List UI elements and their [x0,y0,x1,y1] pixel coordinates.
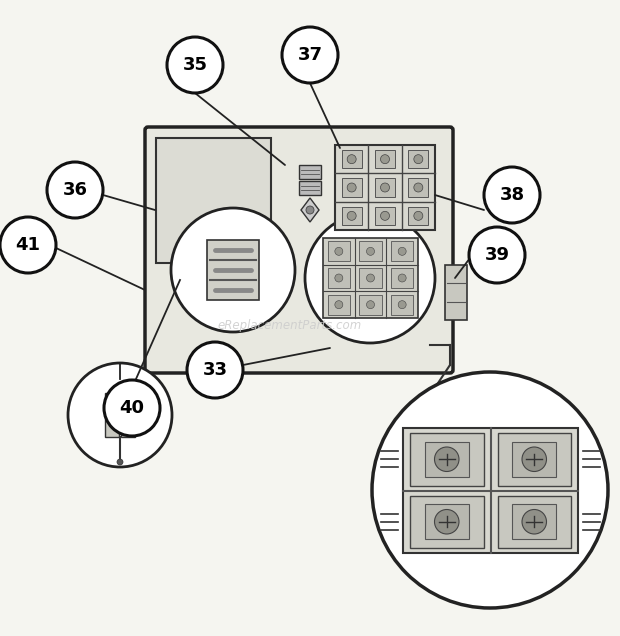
Circle shape [335,247,343,255]
Bar [375,179,395,197]
Circle shape [117,459,123,465]
Bar [425,442,469,477]
Circle shape [469,227,525,283]
Bar [403,428,578,553]
Bar [410,495,484,548]
Circle shape [0,217,56,273]
Text: 37: 37 [298,46,322,64]
Bar [497,433,571,485]
Circle shape [381,155,389,163]
Bar [425,504,469,539]
Circle shape [335,274,343,282]
Bar [342,150,361,169]
Bar [410,433,484,485]
Circle shape [347,211,356,220]
Circle shape [398,301,406,308]
Bar [409,150,428,169]
Circle shape [347,155,356,163]
Text: 33: 33 [203,361,228,379]
Bar [391,294,414,315]
Circle shape [522,509,546,534]
Bar [375,207,395,225]
Circle shape [398,247,406,255]
Bar [342,207,361,225]
Circle shape [187,342,243,398]
Circle shape [435,509,459,534]
Circle shape [366,301,374,308]
Text: 35: 35 [182,56,208,74]
Bar [299,165,321,179]
Bar [105,393,119,437]
Bar [121,393,135,437]
Text: 39: 39 [484,246,510,264]
Circle shape [335,301,343,308]
Bar [391,241,414,261]
Bar [156,138,271,263]
Bar [335,145,435,230]
Bar [497,495,571,548]
Circle shape [381,183,389,192]
Text: 41: 41 [16,236,40,254]
Polygon shape [301,198,319,222]
Bar [512,442,556,477]
Text: 40: 40 [120,399,144,417]
Bar [328,294,350,315]
Circle shape [68,363,172,467]
Bar [299,181,321,195]
Circle shape [306,206,314,214]
Circle shape [171,208,295,332]
FancyBboxPatch shape [145,127,453,373]
Text: 38: 38 [500,186,525,204]
Circle shape [366,247,374,255]
Bar [391,268,414,288]
Text: eReplacementParts.com: eReplacementParts.com [218,319,362,331]
Circle shape [398,274,406,282]
Bar [445,265,467,320]
Circle shape [347,183,356,192]
Bar [323,238,418,318]
Circle shape [484,167,540,223]
Bar [207,240,259,300]
Circle shape [522,447,546,471]
Circle shape [414,155,423,163]
Circle shape [305,213,435,343]
Circle shape [381,211,389,220]
Circle shape [167,37,223,93]
Bar [409,179,428,197]
Bar [360,241,381,261]
Bar [328,268,350,288]
Bar [342,179,361,197]
Circle shape [372,372,608,608]
Circle shape [414,183,423,192]
Bar [375,150,395,169]
Circle shape [282,27,338,83]
Circle shape [435,447,459,471]
Circle shape [414,211,423,220]
Bar [360,294,381,315]
Bar [360,268,381,288]
Bar [409,207,428,225]
Circle shape [104,380,160,436]
Circle shape [47,162,103,218]
Bar [328,241,350,261]
Bar [512,504,556,539]
Text: 36: 36 [63,181,87,199]
Circle shape [366,274,374,282]
